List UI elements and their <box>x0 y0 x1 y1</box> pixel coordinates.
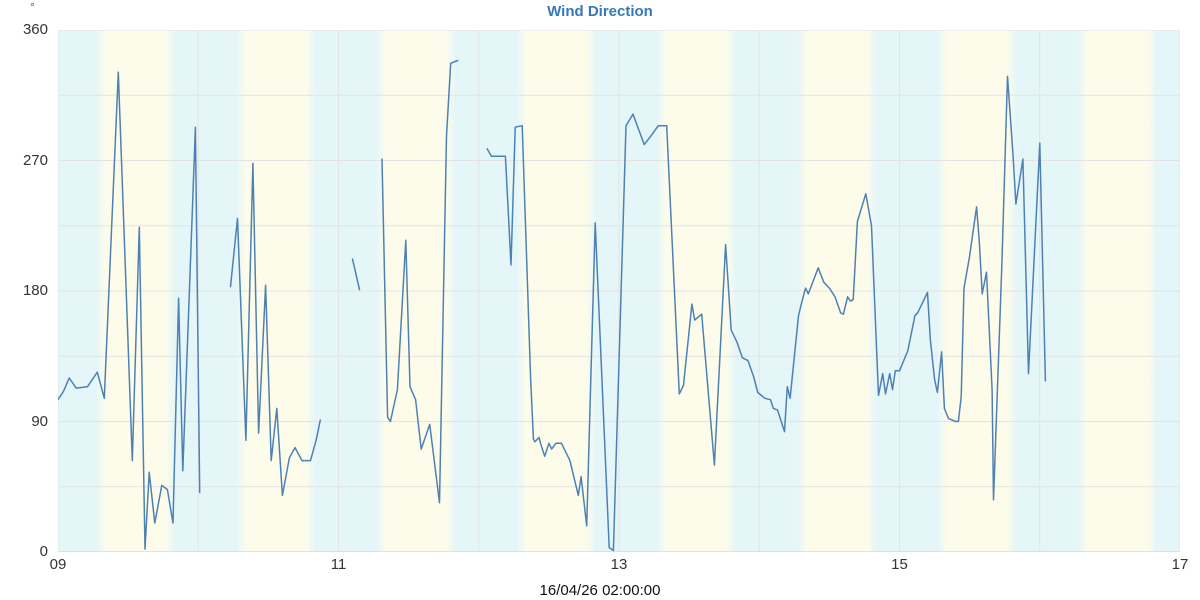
wind-direction-line <box>58 71 201 550</box>
plot-area[interactable] <box>58 30 1180 552</box>
wind-direction-line <box>351 258 361 291</box>
y-axis-unit-label: ° <box>30 0 35 14</box>
x-tick-label: 17 <box>1171 556 1189 573</box>
wind-direction-line <box>229 162 322 497</box>
x-axis-date-label: 16/04/26 02:00:00 <box>539 582 661 599</box>
y-tick-label: 180 <box>22 282 48 299</box>
x-tick-label: 15 <box>891 556 908 573</box>
x-tick-label: 11 <box>330 556 347 573</box>
x-tick-label: 13 <box>610 556 628 573</box>
y-tick-label: 270 <box>22 151 48 169</box>
y-tick-label: 90 <box>31 412 48 430</box>
wind-direction-line <box>486 75 1047 552</box>
y-tick-label: 360 <box>22 21 48 38</box>
x-tick-label: 09 <box>49 556 67 573</box>
chart-title: Wind Direction <box>547 3 653 20</box>
wind-direction-line <box>381 59 459 504</box>
y-tick-label: 0 <box>39 543 48 560</box>
